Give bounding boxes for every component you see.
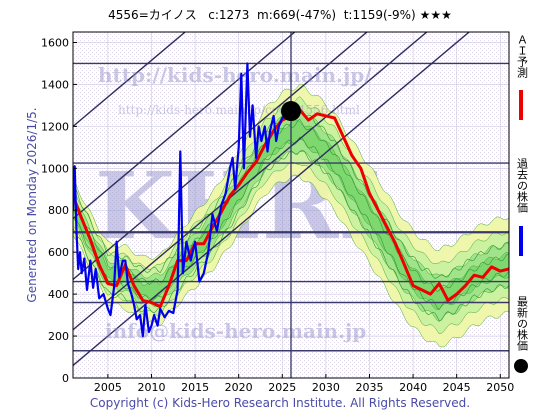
legend-label-past: 過去の株価 bbox=[516, 158, 529, 213]
x-tick-label: 2045 bbox=[443, 381, 471, 394]
generated-date-label: Generated on Monday 2026/1/5. bbox=[25, 107, 39, 302]
x-tick-label: 2030 bbox=[312, 381, 340, 394]
target-price: t:1159(-9%) bbox=[343, 8, 416, 22]
chart-header: 4556=カイノス c:1273 m:669(-47%) t:1159(-9%)… bbox=[0, 6, 560, 23]
watermark-url-top: http://kids-hero.main.jp/ bbox=[98, 63, 372, 87]
legend-swatch-ai bbox=[519, 90, 523, 120]
trend-line bbox=[73, 32, 187, 127]
y-tick-label: 1400 bbox=[41, 78, 69, 91]
legend-label-latest: 最新の株価 bbox=[516, 296, 529, 351]
x-tick-label: 2005 bbox=[94, 381, 122, 394]
x-tick-label: 2040 bbox=[399, 381, 427, 394]
legend-item-ai: ＡＩ予測 bbox=[516, 34, 529, 120]
y-tick-label: 600 bbox=[48, 246, 69, 259]
x-tick-label: 2035 bbox=[355, 381, 383, 394]
y-axis-ticks: 0 200 400 600 800 1000 1200 1400 1600 bbox=[41, 36, 77, 385]
past-price-line bbox=[73, 62, 292, 338]
y-tick-label: 0 bbox=[62, 372, 69, 385]
x-axis-ticks: 2005 2010 2015 2020 2025 2030 2035 2040 2045 2050 bbox=[94, 374, 514, 394]
rating-stars: ★★★ bbox=[419, 8, 452, 22]
x-tick-label: 2015 bbox=[181, 381, 209, 394]
legend-item-latest: 最新の株価 bbox=[514, 296, 529, 373]
generated-date-text: Generated on Monday 2026/1/5. bbox=[25, 107, 39, 302]
legend-item-past: 過去の株価 bbox=[516, 158, 529, 256]
legend-swatch-latest bbox=[514, 359, 528, 373]
x-tick-label: 2020 bbox=[225, 381, 253, 394]
x-tick-label: 2010 bbox=[137, 381, 165, 394]
copyright-footer: Copyright (c) Kids-Hero Research Institu… bbox=[89, 396, 471, 410]
legend: ＡＩ予測 過去の株価 最新の株価 bbox=[514, 34, 529, 373]
y-tick-label: 400 bbox=[48, 288, 69, 301]
y-tick-label: 1000 bbox=[41, 162, 69, 175]
y-tick-label: 200 bbox=[48, 330, 69, 343]
y-tick-label: 1600 bbox=[41, 36, 69, 49]
legend-label-ai: ＡＩ予測 bbox=[516, 34, 529, 79]
latest-price-marker bbox=[281, 101, 301, 122]
x-tick-label: 2025 bbox=[268, 381, 296, 394]
x-tick-label: 2050 bbox=[486, 381, 514, 394]
y-tick-label: 1200 bbox=[41, 120, 69, 133]
mean-price: m:669(-47%) bbox=[257, 8, 337, 22]
legend-swatch-past bbox=[519, 226, 523, 256]
y-tick-label: 800 bbox=[48, 204, 69, 217]
plot-frame bbox=[72, 31, 510, 379]
stock-name: 4556=カイノス bbox=[108, 8, 197, 22]
current-price: c:1273 bbox=[208, 8, 250, 22]
